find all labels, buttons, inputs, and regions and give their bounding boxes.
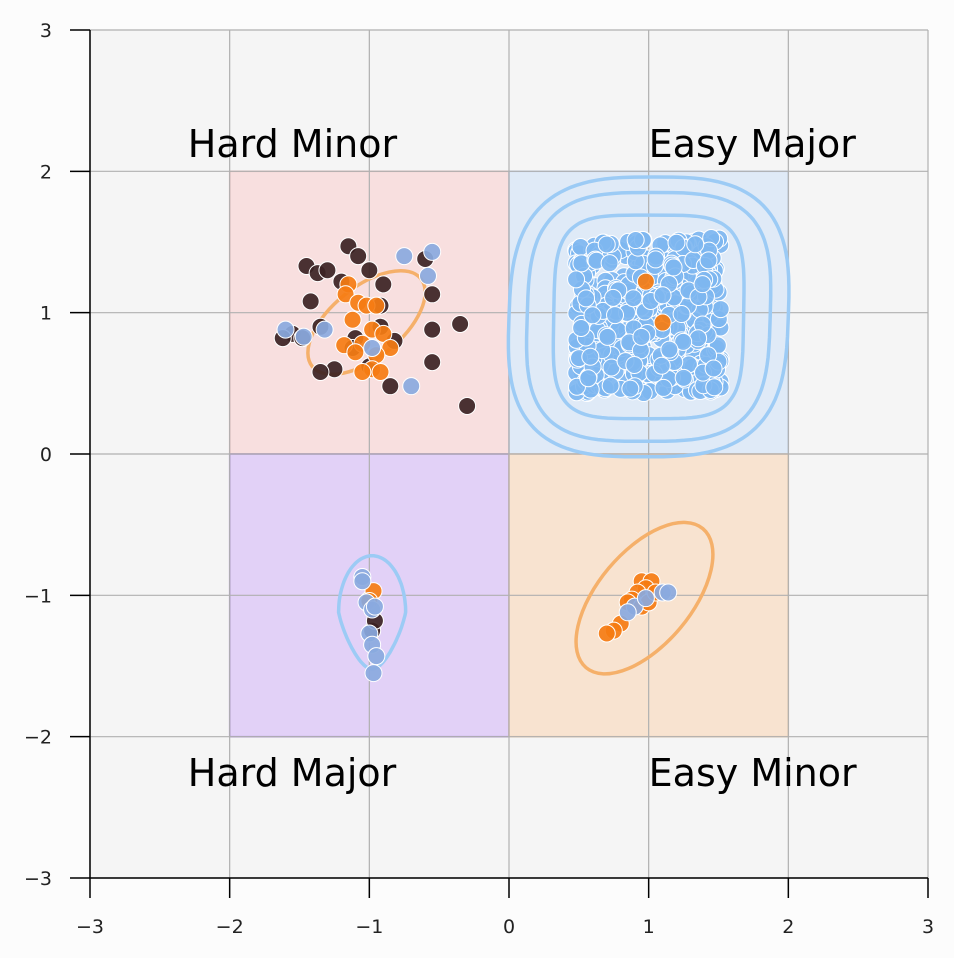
data-point: [343, 310, 362, 329]
data-point: [418, 266, 437, 285]
data-point: [601, 376, 620, 395]
data-point: [402, 377, 421, 396]
data-point: [365, 597, 384, 616]
data-point: [336, 285, 355, 304]
y-tick-label: −3: [24, 868, 52, 890]
data-point: [364, 664, 383, 683]
data-point: [689, 329, 708, 348]
region-label: Easy Minor: [649, 751, 857, 795]
data-point: [349, 247, 368, 266]
data-point: [577, 289, 596, 308]
axes: −3 −2 −1 0 1 2 3 −3 −2 −1 0 1 2 3: [24, 20, 934, 938]
data-point: [674, 332, 693, 351]
data-point: [579, 369, 598, 388]
data-point: [693, 275, 712, 294]
data-point: [604, 288, 623, 307]
x-tick-label: 0: [503, 916, 515, 938]
data-point: [276, 320, 295, 339]
data-point: [381, 377, 400, 396]
contour-line: [574, 520, 715, 676]
y-tick-label: 1: [40, 303, 52, 325]
data-point: [311, 363, 330, 382]
data-point: [294, 327, 313, 346]
data-point: [660, 340, 679, 359]
data-point: [606, 306, 625, 325]
data-point: [423, 320, 442, 339]
data-point: [367, 296, 386, 315]
contour-line: [524, 190, 773, 444]
data-point: [646, 250, 665, 269]
x-tick-label: −2: [216, 916, 244, 938]
data-point: [653, 286, 672, 305]
data-point: [371, 363, 390, 382]
data-point: [423, 353, 442, 372]
density-contours: [306, 175, 791, 676]
x-tick-label: −3: [76, 916, 104, 938]
y-tick-label: −2: [24, 727, 52, 749]
data-point: [618, 603, 637, 622]
x-tick-label: 2: [782, 916, 794, 938]
y-tick-label: 2: [40, 161, 52, 183]
data-point: [458, 396, 477, 415]
data-point: [353, 363, 372, 382]
data-point: [318, 261, 337, 280]
data-point: [395, 247, 414, 266]
data-point: [581, 347, 600, 366]
data-point: [624, 289, 643, 308]
data-point: [572, 318, 591, 337]
data-point: [699, 251, 718, 270]
data-point: [667, 233, 686, 252]
data-point: [598, 327, 617, 346]
data-point: [636, 589, 655, 608]
data-point: [672, 305, 691, 324]
data-point: [423, 285, 442, 304]
region-label: Hard Major: [188, 751, 397, 795]
data-point: [346, 343, 365, 362]
data-point: [705, 378, 724, 397]
data-point: [360, 261, 379, 280]
data-point: [653, 313, 672, 332]
data-point: [711, 300, 730, 319]
data-point: [664, 258, 683, 277]
data-point: [597, 624, 616, 643]
y-tick-label: 0: [40, 444, 52, 466]
contour-line: [551, 213, 746, 421]
data-point: [625, 355, 644, 374]
data-point: [621, 379, 640, 398]
x-tick-label: 3: [922, 916, 934, 938]
data-point: [583, 306, 602, 325]
data-point: [353, 572, 372, 591]
data-point: [423, 242, 442, 261]
data-point: [654, 378, 673, 397]
data-point: [301, 292, 320, 311]
data-point: [659, 583, 678, 602]
y-tick-label: −1: [24, 585, 52, 607]
data-point: [363, 339, 382, 357]
data-point: [674, 368, 693, 387]
data-point: [597, 235, 616, 254]
region-labels: Hard Minor Easy Major Hard Major Easy Minor: [188, 122, 857, 795]
data-point: [600, 254, 619, 273]
data-point: [315, 320, 334, 339]
data-point: [704, 359, 723, 378]
region-label: Hard Minor: [188, 122, 398, 166]
contour-line: [506, 175, 791, 459]
data-point: [374, 275, 393, 294]
data-point: [567, 270, 586, 289]
data-point: [636, 272, 655, 291]
data-point: [652, 356, 671, 375]
contour-line: [336, 554, 408, 671]
y-tick-label: 3: [40, 20, 52, 42]
data-point: [626, 231, 645, 250]
data-point: [632, 327, 651, 346]
x-tick-label: −1: [355, 916, 383, 938]
data-point: [367, 647, 386, 666]
region-label: Easy Major: [649, 122, 857, 166]
data-point: [686, 235, 705, 254]
data-points: [273, 229, 730, 683]
grid-lines: [89, 29, 929, 879]
data-point: [451, 314, 470, 333]
x-tick-label: 1: [643, 916, 655, 938]
